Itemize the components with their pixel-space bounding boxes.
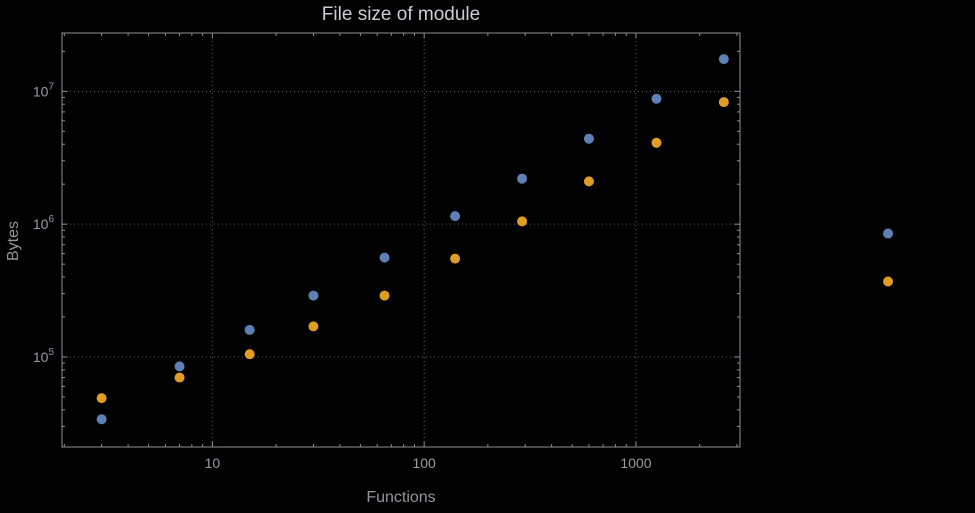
- x-tick-label: 1000: [620, 455, 651, 471]
- data-point-blue: [96, 414, 107, 425]
- data-point-blue: [379, 252, 390, 263]
- y-tick-label: 106: [33, 214, 55, 232]
- data-point-orange: [883, 276, 894, 287]
- plot-frame: [61, 32, 741, 448]
- data-point-blue: [450, 211, 461, 222]
- data-point-orange: [308, 321, 319, 332]
- y-tick-label: 105: [33, 347, 55, 365]
- data-point-blue: [174, 361, 185, 372]
- data-point-blue: [244, 324, 255, 335]
- data-point-orange: [379, 290, 390, 301]
- data-point-orange: [517, 216, 528, 227]
- data-point-blue: [651, 93, 662, 104]
- data-point-blue: [308, 290, 319, 301]
- data-point-blue: [883, 228, 894, 239]
- data-point-orange: [651, 137, 662, 148]
- data-point-orange: [583, 176, 594, 187]
- data-point-orange: [96, 393, 107, 404]
- data-point-blue: [718, 54, 729, 65]
- y-tick-label: 107: [33, 81, 55, 99]
- data-point-blue: [517, 173, 528, 184]
- data-point-orange: [174, 372, 185, 383]
- x-tick-label: 100: [412, 455, 436, 471]
- data-point-orange: [718, 97, 729, 108]
- x-tick-label: 10: [205, 455, 221, 471]
- data-point-orange: [450, 253, 461, 264]
- data-point-blue: [583, 133, 594, 144]
- data-point-orange: [244, 349, 255, 360]
- x-axis-label: Functions: [366, 489, 436, 506]
- chart-title: File size of module: [321, 4, 481, 25]
- y-axis-label: Bytes: [5, 221, 22, 262]
